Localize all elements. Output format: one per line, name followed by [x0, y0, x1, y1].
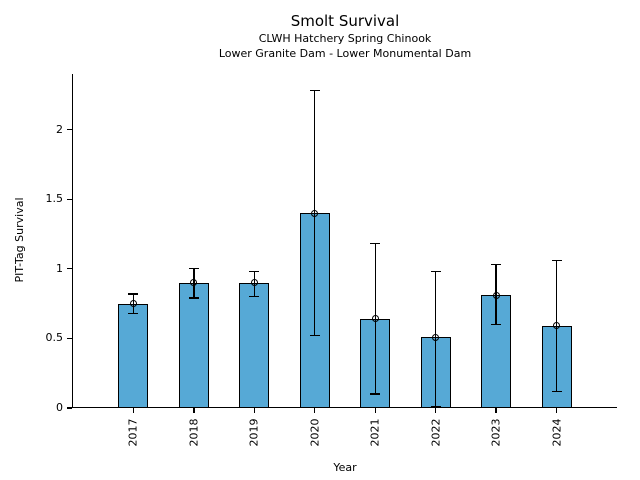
- bar-2019: [239, 282, 270, 408]
- error-cap-low-2017: [128, 312, 139, 314]
- x-tick-label-2023: 2023: [489, 418, 503, 447]
- x-tick-label-2017: 2017: [126, 418, 140, 447]
- x-tick: [555, 408, 558, 413]
- point-marker-2018: [190, 279, 198, 287]
- x-tick: [374, 408, 376, 413]
- error-cap-high-2020: [309, 90, 320, 92]
- x-tick-label-2020: 2020: [308, 418, 322, 447]
- x-axis-spine: [71, 406, 617, 408]
- point-marker-2024: [553, 322, 561, 330]
- x-tick: [495, 408, 497, 413]
- y-tick: [66, 268, 72, 270]
- error-cap-high-2017: [128, 293, 139, 295]
- x-tick: [132, 408, 135, 413]
- y-axis-label: PIT-Tag Survival: [13, 197, 26, 283]
- chart-subtitle-species: CLWH Hatchery Spring Chinook: [258, 32, 432, 45]
- error-cap-low-2024: [551, 390, 562, 392]
- point-marker-2021: [371, 315, 379, 323]
- error-cap-low-2019: [249, 296, 260, 298]
- y-tick-label: 0: [56, 401, 63, 414]
- point-marker-2017: [129, 300, 137, 308]
- error-cap-low-2023: [491, 323, 502, 326]
- chart-title: Smolt Survival: [290, 12, 400, 30]
- y-tick: [66, 198, 72, 200]
- error-cap-low-2021: [370, 393, 381, 395]
- error-cap-low-2022: [430, 405, 441, 408]
- x-tick-label-2024: 2024: [550, 418, 564, 447]
- error-cap-low-2018: [188, 297, 199, 299]
- y-tick-label: 1: [56, 261, 63, 275]
- error-cap-high-2022: [430, 270, 441, 273]
- x-tick-label-2019: 2019: [247, 418, 261, 447]
- y-tick: [66, 407, 72, 409]
- x-axis-label: Year: [333, 461, 357, 474]
- point-marker-2020: [311, 209, 319, 217]
- bar-2018: [178, 282, 209, 408]
- point-marker-2019: [250, 279, 258, 287]
- point-marker-2023: [492, 291, 500, 299]
- error-cap-high-2019: [249, 270, 260, 273]
- error-cap-high-2018: [188, 268, 199, 270]
- x-tick: [253, 408, 255, 413]
- x-tick-label-2018: 2018: [187, 418, 201, 447]
- error-cap-low-2020: [309, 334, 320, 337]
- y-tick: [66, 129, 72, 131]
- y-tick-label: 2: [56, 122, 63, 136]
- bar-2017: [118, 303, 149, 408]
- y-tick-label: 0.5: [45, 331, 64, 345]
- x-tick-label-2021: 2021: [368, 418, 382, 447]
- y-axis-spine: [71, 74, 73, 408]
- error-cap-high-2021: [370, 243, 381, 245]
- y-tick-label: 1.5: [45, 192, 64, 206]
- y-tick: [66, 337, 72, 340]
- x-tick: [314, 408, 316, 413]
- error-cap-high-2023: [491, 264, 502, 266]
- error-cap-high-2024: [551, 259, 562, 262]
- chart-subtitle-reach: Lower Granite Dam - Lower Monumental Dam: [218, 47, 472, 60]
- point-marker-2022: [432, 333, 440, 341]
- x-tick-label-2022: 2022: [429, 418, 443, 447]
- x-tick: [435, 408, 437, 413]
- x-tick: [193, 408, 195, 413]
